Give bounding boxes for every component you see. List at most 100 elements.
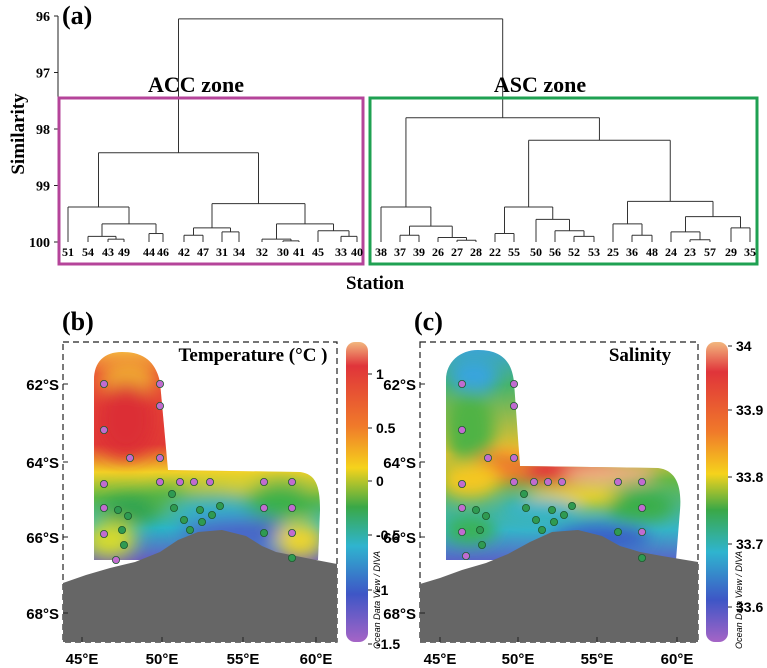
map-x-tick-label: 50°E	[502, 651, 535, 668]
colorbar-tick-label: 1	[376, 366, 384, 382]
acc-zone-label: ACC zone	[148, 72, 244, 97]
station-label: 49	[118, 245, 130, 259]
map-x-tick-label: 60°E	[661, 651, 694, 668]
colorbar-tick-label: 33.8	[736, 469, 763, 485]
station-label: 51	[62, 245, 74, 259]
station-marker-acc	[287, 503, 296, 512]
colorbar-tick-label: -0.5	[376, 527, 400, 543]
station-marker-asc	[538, 526, 547, 535]
y-tick-label: 100	[29, 236, 50, 251]
station-marker-acc	[457, 425, 466, 434]
y-tick-label: 97	[36, 67, 50, 82]
colorbar-tick-label: 33.7	[736, 536, 763, 552]
station-label: 43	[102, 245, 114, 259]
station-label: 37	[394, 245, 406, 259]
station-marker-asc	[114, 505, 123, 514]
asc-zone-box	[368, 96, 759, 266]
station-marker-asc	[167, 489, 176, 498]
map-y-tick-label: 64°S	[26, 455, 59, 472]
map-x-tick-label: 45°E	[66, 651, 99, 668]
station-marker-asc	[197, 518, 206, 527]
station-marker-acc	[461, 552, 470, 561]
station-marker-acc	[155, 379, 164, 388]
station-label: 39	[413, 245, 425, 259]
map-y-tick-label: 64°S	[383, 455, 416, 472]
station-label: 36	[626, 245, 638, 259]
antarctic-landmass-c	[420, 530, 698, 642]
salinity-stations	[457, 379, 647, 563]
station-label: 38	[375, 245, 387, 259]
station-marker-acc	[509, 379, 518, 388]
station-marker-asc	[124, 512, 133, 521]
salinity-title: Salinity	[609, 345, 672, 366]
station-marker-asc	[195, 505, 204, 514]
colorbar-tick-label: -1.5	[376, 636, 400, 652]
station-marker-asc	[179, 516, 188, 525]
station-marker-acc	[205, 477, 214, 486]
map-x-tick-label: 55°E	[581, 651, 614, 668]
station-marker-asc	[120, 541, 129, 550]
colorbar-tick-label: 0.5	[376, 420, 396, 436]
station-marker-asc	[614, 528, 623, 537]
station-marker-acc	[483, 453, 492, 462]
station-marker-acc	[100, 530, 109, 539]
station-marker-acc	[287, 529, 296, 538]
map-axes-c: 45°E 50°E 55°E 60°E 62°S 64°S 66°S 68°S	[383, 377, 693, 668]
dendrogram-tree	[67, 18, 751, 242]
station-label: 27	[451, 245, 463, 259]
station-marker-asc	[481, 512, 490, 521]
station-marker-asc	[550, 518, 559, 527]
station-marker-acc	[175, 477, 184, 486]
station-marker-acc	[259, 477, 268, 486]
temperature-title: Temperature (°C )	[178, 345, 327, 366]
station-marker-acc	[638, 503, 647, 512]
map-y-tick-label: 68°S	[26, 606, 59, 623]
asc-zone-label: ASC zone	[494, 72, 587, 97]
station-label: 33	[335, 245, 347, 259]
station-marker-asc	[638, 554, 647, 563]
antarctic-landmass-b	[63, 530, 337, 642]
y-tick-label: 98	[36, 123, 50, 138]
panel-a-label: (a)	[62, 1, 92, 30]
temperature-map-panel: (b) Temperature (°C ) 45°E 50°E 55°E 60°E 62…	[26, 307, 400, 668]
station-label: 46	[157, 245, 169, 259]
map-x-tick-label: 60°E	[300, 651, 333, 668]
station-label: 31	[216, 245, 228, 259]
station-marker-acc	[544, 477, 553, 486]
station-marker-acc	[638, 477, 647, 486]
station-marker-acc	[155, 477, 164, 486]
station-marker-asc	[548, 505, 557, 514]
station-label: 45	[312, 245, 324, 259]
station-marker-acc	[530, 477, 539, 486]
station-marker-acc	[457, 379, 466, 388]
station-marker-acc	[155, 453, 164, 462]
station-marker-acc	[287, 477, 296, 486]
station-marker-acc	[509, 401, 518, 410]
station-marker-asc	[215, 501, 224, 510]
station-labels: 51 54 43 49 44 46 42 47 31 34 32 30 41 45 33 40 38 37 39 26…	[62, 245, 756, 259]
station-marker-asc	[471, 505, 480, 514]
station-marker-acc	[509, 477, 518, 486]
station-label: 28	[470, 245, 482, 259]
map-y-tick-label: 62°S	[26, 377, 59, 394]
station-label: 41	[293, 245, 305, 259]
station-marker-acc	[189, 477, 198, 486]
station-label: 22	[489, 245, 501, 259]
station-marker-acc	[509, 453, 518, 462]
colorbar-tick-label: 33.6	[736, 599, 763, 615]
station-marker-acc	[100, 479, 109, 488]
station-label: 57	[704, 245, 716, 259]
station-marker-acc	[614, 477, 623, 486]
station-marker-asc	[477, 541, 486, 550]
station-marker-acc	[457, 503, 466, 512]
station-label: 26	[432, 245, 444, 259]
map-y-tick-label: 66°S	[383, 530, 416, 547]
station-marker-asc	[475, 526, 484, 535]
x-axis-label: Station	[346, 273, 405, 294]
salinity-map-panel: (c) Salinity 45°E 50°E 55°E 60°E 62°S 64°S 66°…	[383, 307, 763, 668]
station-marker-asc	[560, 510, 569, 519]
salinity-colorbar-ticks: 34 33.9 33.8 33.7 33.6	[728, 338, 763, 615]
station-marker-asc	[185, 526, 194, 535]
station-label: 23	[684, 245, 696, 259]
